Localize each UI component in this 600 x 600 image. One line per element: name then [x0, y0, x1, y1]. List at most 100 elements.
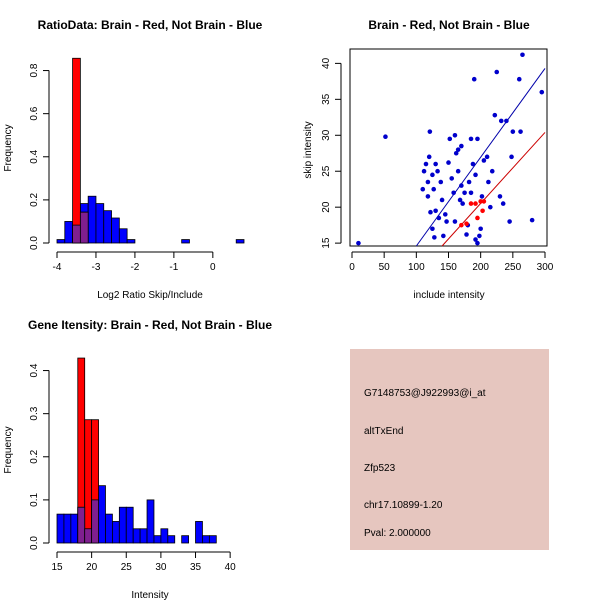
scatter-axes: 0 50 100 150 200 250 300 15 20 25 30 35 40	[321, 57, 554, 273]
notbrain-point	[466, 179, 472, 185]
gene-x-tick-label: 40	[225, 562, 237, 573]
gene-notbrain-bar	[56, 513, 65, 544]
gene-overlap-bar	[84, 528, 93, 544]
notbrain-point	[433, 208, 438, 214]
notbrain-point	[470, 161, 476, 167]
ratio-notbrain-bar	[118, 228, 128, 244]
notbrain-point	[447, 136, 453, 142]
notbrain-point	[529, 217, 535, 223]
notbrain-point	[453, 150, 459, 156]
notbrain-point	[478, 226, 483, 232]
brain-point	[459, 222, 464, 228]
notbrain-point	[421, 168, 427, 174]
scatter-plot-frame	[349, 48, 548, 247]
scatter-title: Brain - Red, Not Brain - Blue	[368, 18, 530, 32]
gene-histogram-bars	[56, 357, 217, 544]
gene-symbol: Zfp523	[364, 463, 396, 474]
scatter-y-tick-label: 35	[321, 93, 332, 105]
notbrain-point	[433, 161, 438, 167]
gene-notbrain-bar	[139, 528, 148, 544]
ratio-notbrain-bar	[126, 239, 136, 244]
notbrain-point	[504, 118, 509, 124]
ratio-notbrain-bar	[235, 239, 245, 244]
notbrain-point	[518, 129, 523, 134]
notbrain-point	[441, 233, 446, 239]
notbrain-point	[459, 143, 464, 149]
notbrain-point	[356, 240, 361, 246]
notbrain-point	[498, 118, 504, 124]
notbrain-point	[464, 232, 469, 237]
gene-notbrain-bar	[70, 513, 79, 544]
ratio-notbrain-bar	[103, 210, 112, 244]
gene-histogram-ylabel: Frequency	[3, 426, 14, 473]
gene-notbrain-bar	[208, 535, 217, 544]
notbrain-point	[486, 179, 491, 185]
ratio-histogram-bars	[56, 57, 245, 244]
ratio-notbrain-bar	[64, 221, 73, 244]
gene-notbrain-bar	[146, 499, 155, 544]
brain-point	[464, 221, 469, 227]
brain-point	[478, 199, 483, 204]
notbrain-point	[473, 172, 478, 178]
gene-notbrain-bar	[167, 535, 176, 544]
gene-notbrain-bar	[105, 513, 113, 544]
notbrain-point	[489, 168, 495, 174]
notbrain-point	[383, 134, 388, 140]
brain-point	[480, 208, 485, 214]
ratio-histogram-panel: RatioData: Brain - Red, Not Brain - Blue…	[3, 18, 263, 301]
ratio-histogram-title: RatioData: Brain - Red, Not Brain - Blue	[38, 18, 263, 32]
notbrain-point	[473, 237, 478, 242]
notbrain-point	[492, 112, 498, 118]
gene-histogram-axes: 15 20 25 30 35 40 0.0 0.1 0.2 0.3 0.4	[29, 363, 236, 573]
ratio-y-tick-label: 0.6	[29, 106, 40, 120]
notbrain-point	[539, 89, 545, 95]
p-value: Pval: 2.000000	[364, 528, 431, 539]
ratio-histogram-axes: -4 -3 -2 -1 0 0.0 0.2 0.4 0.6 0.8	[29, 63, 216, 273]
notbrain-point	[431, 186, 437, 192]
scatter-x-tick-label: 200	[472, 262, 489, 273]
notbrain-point	[420, 186, 426, 192]
notbrain-point	[507, 219, 512, 224]
gene-y-tick-label: 0.2	[29, 449, 40, 463]
scatter-x-tick-label: 150	[440, 262, 457, 273]
notbrain-point	[475, 240, 480, 246]
gene-notbrain-bar	[153, 535, 162, 544]
ratio-histogram-xlabel: Log2 Ratio Skip/Include	[97, 290, 203, 301]
gene-x-tick-label: 30	[155, 562, 167, 573]
brain-fit-line	[441, 132, 546, 247]
notbrain-point	[430, 172, 435, 178]
gene-overlap-bar	[91, 499, 99, 544]
gene-overlap-bar	[77, 506, 86, 544]
brain-point	[481, 199, 487, 204]
gene-brain-bar	[84, 419, 93, 544]
ratio-histogram-ylabel: Frequency	[3, 124, 14, 171]
probe-info-background	[350, 349, 549, 550]
ratio-x-tick-label: 0	[210, 262, 216, 273]
notbrain-point	[427, 129, 433, 134]
scatter-y-tick-label: 15	[321, 237, 332, 249]
notbrain-point	[520, 52, 525, 58]
ratio-notbrain-bar	[95, 203, 105, 244]
notbrain-point	[430, 226, 435, 232]
gene-notbrain-bar	[118, 506, 127, 544]
gene-notbrain-bar	[160, 528, 169, 544]
brain-point	[468, 201, 474, 206]
gene-y-tick-label: 0.1	[29, 493, 40, 507]
notbrain-point	[494, 69, 500, 75]
genomic-location: chr17.10899-1.20	[364, 500, 443, 511]
ratio-overlap-bar	[79, 211, 89, 244]
gene-histogram-xlabel: Intensity	[131, 590, 168, 600]
notbrain-point	[479, 194, 485, 199]
notbrain-point	[449, 176, 455, 181]
notbrain-point	[425, 194, 431, 199]
scatter-ylabel: skip intensity	[303, 121, 314, 178]
notbrain-point	[488, 204, 493, 210]
notbrain-point	[510, 129, 516, 134]
notbrain-point	[477, 233, 482, 239]
ratio-notbrain-bar	[87, 195, 97, 244]
notbrain-point	[462, 190, 467, 196]
gene-notbrain-bar	[181, 535, 189, 544]
notbrain-point	[435, 168, 440, 174]
notbrain-point	[481, 158, 487, 163]
brain-point	[473, 201, 478, 206]
